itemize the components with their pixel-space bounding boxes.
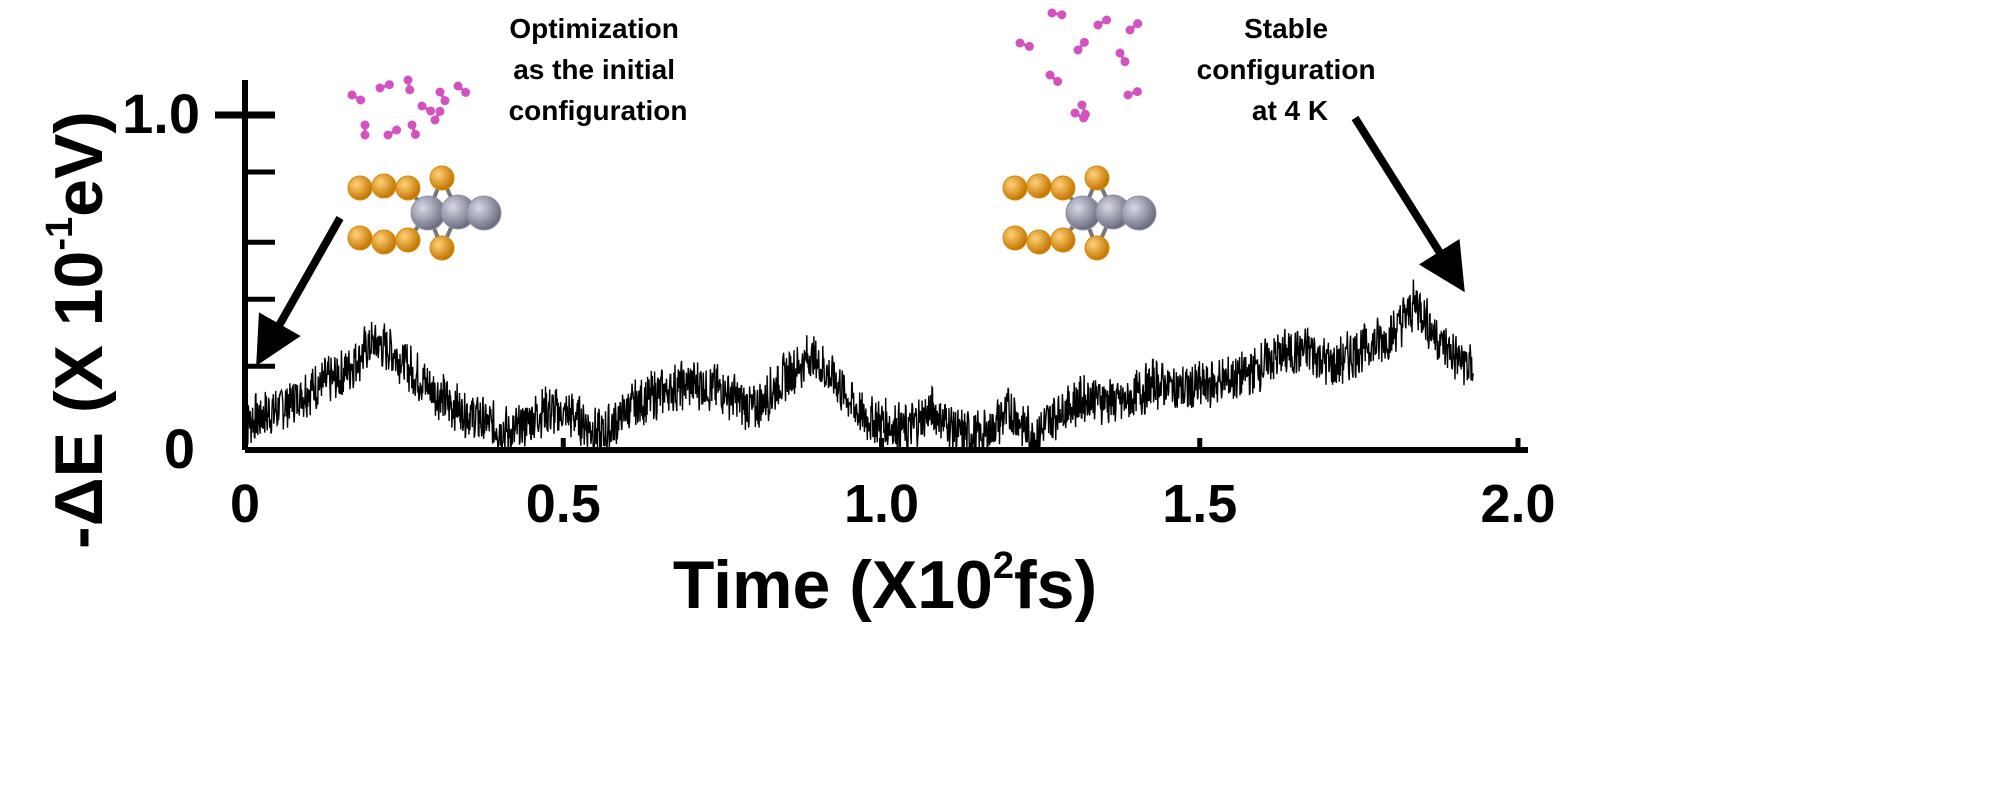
grey-atom xyxy=(1121,195,1157,231)
hydrogen-atom xyxy=(426,106,436,116)
y-axis-title-main: -ΔE (X 10 xyxy=(41,251,117,549)
hydrogen-atom xyxy=(1102,15,1112,25)
annotation-initial-line-3: configuration xyxy=(509,95,688,126)
y-axis-title-superscript: -1 xyxy=(39,217,81,251)
hydrogen-atom xyxy=(461,87,471,97)
arrow-to-initial-point xyxy=(256,216,344,366)
y-axis-title-tail: eV) xyxy=(41,111,117,217)
hydrogen-atom xyxy=(403,75,413,85)
hydrogen-atom xyxy=(1125,25,1135,35)
hydrogen-atom xyxy=(347,90,357,100)
hydrogen-atom xyxy=(435,87,445,97)
hydrogen-atom xyxy=(453,81,463,91)
annotation-stable-line-1: Stable xyxy=(1244,13,1328,44)
x-axis-title: Time (X102fs) xyxy=(673,545,1097,623)
gold-atom xyxy=(1084,165,1110,191)
gold-atom xyxy=(1050,227,1076,253)
x-tick-label: 1.5 xyxy=(1162,474,1237,534)
stable-structure-illustration xyxy=(1002,165,1157,261)
hydrogen-atom xyxy=(1047,8,1057,18)
gold-atom xyxy=(347,175,373,201)
y-tick-label: 0 xyxy=(164,417,195,480)
hydrogen-atom xyxy=(383,130,393,140)
grey-atom xyxy=(1065,195,1101,231)
hydrogen-atom xyxy=(1073,45,1083,55)
x-ticks: 0 0.5 1.0 1.5 2.0 xyxy=(230,438,1556,534)
hydrogen-atom xyxy=(1045,70,1055,80)
hydrogen-atom xyxy=(1132,87,1142,97)
grey-atom xyxy=(410,195,446,231)
grey-atom xyxy=(466,195,502,231)
y-tick-label: 1.0 xyxy=(122,82,200,145)
gold-atom xyxy=(1026,229,1052,255)
gold-atom xyxy=(429,235,455,261)
hydrogen-atom xyxy=(1015,38,1025,48)
hydrogen-atom xyxy=(1057,10,1067,20)
y-axis-title: -ΔE (X 10-1eV) xyxy=(39,111,117,549)
hydrogen-atom xyxy=(392,125,402,135)
gold-atom xyxy=(1002,175,1028,201)
hydrogen-atom xyxy=(430,115,440,125)
hydrogen-atom xyxy=(407,120,417,130)
hydrogen-atom xyxy=(1070,108,1080,118)
annotation-stable-line-2: configuration xyxy=(1197,54,1376,85)
hydrogen-atom xyxy=(1053,76,1063,86)
annotation-initial-configuration: Optimization as the initial configuratio… xyxy=(509,13,688,126)
annotation-stable-line-3: at 4 K xyxy=(1252,95,1328,126)
gold-atom xyxy=(371,229,397,255)
hydrogen-atom xyxy=(1024,41,1034,51)
axes xyxy=(242,80,1528,453)
gold-atom xyxy=(1084,235,1110,261)
hydrogen-atom xyxy=(384,80,394,90)
arrow-to-stable-point xyxy=(1351,115,1465,293)
gold-atom xyxy=(1026,173,1052,199)
gold-atom xyxy=(1002,225,1028,251)
annotation-initial-line-2: as the initial xyxy=(513,54,675,85)
hydrogen-atom xyxy=(405,85,415,95)
x-axis-title-superscript: 2 xyxy=(993,545,1014,587)
gold-atom xyxy=(395,175,421,201)
annotation-initial-line-1: Optimization xyxy=(509,13,679,44)
y-ticks: 01.0 xyxy=(122,82,275,480)
annotation-stable-configuration: Stable configuration at 4 K xyxy=(1197,13,1384,126)
hydrogen-atom xyxy=(1093,20,1103,30)
gold-atom xyxy=(371,173,397,199)
hydrogen-atom xyxy=(440,96,450,106)
gold-atom xyxy=(395,227,421,253)
x-tick-label: 1.0 xyxy=(844,474,919,534)
gold-atom xyxy=(429,165,455,191)
energy-trace-line xyxy=(244,279,1475,453)
gold-atom xyxy=(1050,175,1076,201)
hydrogen-atom xyxy=(1123,90,1133,100)
hydrogen-atom xyxy=(1077,100,1087,110)
hydrogen-atom xyxy=(435,106,445,116)
initial-structure-illustration xyxy=(347,165,502,261)
hydrogen-atom xyxy=(356,95,366,105)
hydrogen-atom xyxy=(417,101,427,111)
hydrogen-atom xyxy=(1079,113,1089,123)
stable-hydrogen-molecules xyxy=(1015,8,1143,123)
initial-hydrogen-molecules xyxy=(347,75,471,140)
hydrogen-atom xyxy=(1115,48,1125,58)
hydrogen-atom xyxy=(375,83,385,93)
x-tick-label: 2.0 xyxy=(1480,474,1555,534)
x-tick-label: 0 xyxy=(230,474,260,534)
hydrogen-atom xyxy=(360,120,370,130)
hydrogen-atom xyxy=(1133,19,1143,29)
hydrogen-atom xyxy=(1120,57,1130,67)
hydrogen-atom xyxy=(360,130,370,140)
hydrogen-atom xyxy=(410,129,420,139)
x-axis-title-tail: fs) xyxy=(1014,547,1097,623)
hydrogen-atom xyxy=(1079,37,1089,47)
gold-atom xyxy=(347,225,373,251)
x-axis-title-main: Time (X10 xyxy=(673,547,993,623)
x-tick-label: 0.5 xyxy=(526,474,601,534)
